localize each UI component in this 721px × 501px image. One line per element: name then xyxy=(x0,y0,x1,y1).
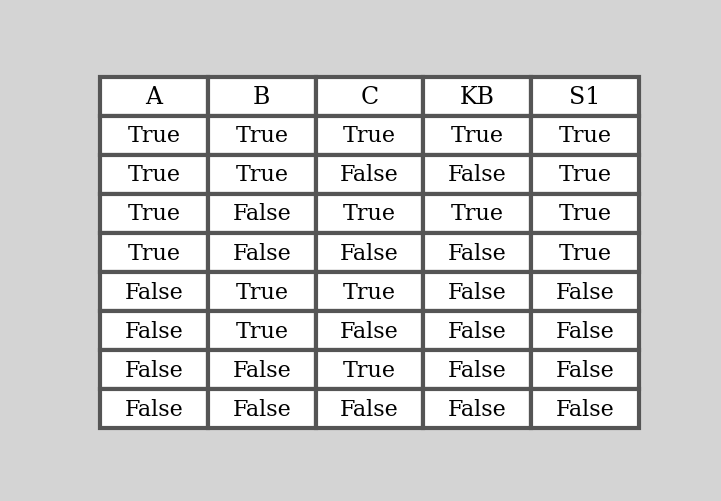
Text: True: True xyxy=(128,203,180,225)
Bar xyxy=(100,389,208,428)
Bar xyxy=(316,117,423,155)
Text: False: False xyxy=(125,398,183,420)
Bar xyxy=(531,273,639,312)
Text: False: False xyxy=(448,359,507,381)
Bar xyxy=(531,233,639,273)
Text: True: True xyxy=(128,164,180,186)
Bar xyxy=(208,194,316,233)
Bar xyxy=(531,117,639,155)
Bar xyxy=(423,155,531,194)
Text: False: False xyxy=(556,359,614,381)
Text: True: True xyxy=(128,125,180,147)
Bar xyxy=(531,312,639,351)
Text: False: False xyxy=(556,398,614,420)
Text: True: True xyxy=(559,242,611,264)
Bar xyxy=(316,78,423,117)
Text: False: False xyxy=(340,242,399,264)
Bar xyxy=(316,155,423,194)
Bar xyxy=(423,194,531,233)
Bar xyxy=(208,312,316,351)
Text: False: False xyxy=(125,320,183,342)
Bar xyxy=(423,78,531,117)
Bar xyxy=(208,351,316,389)
Bar xyxy=(316,273,423,312)
Text: False: False xyxy=(448,242,507,264)
Text: B: B xyxy=(253,86,270,108)
Bar xyxy=(208,233,316,273)
Bar xyxy=(531,78,639,117)
Bar xyxy=(316,351,423,389)
Bar xyxy=(208,273,316,312)
Text: True: True xyxy=(451,203,504,225)
Bar xyxy=(100,155,208,194)
Text: False: False xyxy=(448,398,507,420)
Bar xyxy=(316,194,423,233)
Text: True: True xyxy=(235,320,288,342)
Bar xyxy=(100,233,208,273)
Text: True: True xyxy=(235,164,288,186)
Text: True: True xyxy=(559,203,611,225)
Bar xyxy=(423,312,531,351)
Bar xyxy=(316,233,423,273)
Text: A: A xyxy=(146,86,162,108)
Bar xyxy=(208,117,316,155)
Text: False: False xyxy=(125,359,183,381)
Bar xyxy=(531,194,639,233)
Text: False: False xyxy=(448,281,507,303)
Bar xyxy=(423,117,531,155)
Text: True: True xyxy=(343,125,396,147)
Text: False: False xyxy=(340,398,399,420)
Text: True: True xyxy=(343,359,396,381)
Text: True: True xyxy=(451,125,504,147)
Bar xyxy=(316,312,423,351)
Bar xyxy=(423,389,531,428)
Bar xyxy=(100,273,208,312)
Text: False: False xyxy=(232,242,291,264)
Bar xyxy=(423,273,531,312)
Text: True: True xyxy=(343,281,396,303)
Text: False: False xyxy=(232,203,291,225)
Bar xyxy=(423,233,531,273)
Text: False: False xyxy=(125,281,183,303)
Text: False: False xyxy=(556,281,614,303)
Bar xyxy=(100,351,208,389)
Bar xyxy=(100,312,208,351)
Text: False: False xyxy=(556,320,614,342)
Text: True: True xyxy=(343,203,396,225)
Bar xyxy=(208,155,316,194)
Text: False: False xyxy=(232,398,291,420)
Text: True: True xyxy=(235,125,288,147)
Text: S1: S1 xyxy=(570,86,601,108)
Bar xyxy=(208,389,316,428)
Text: False: False xyxy=(340,164,399,186)
Text: False: False xyxy=(448,320,507,342)
Bar xyxy=(423,351,531,389)
Bar xyxy=(208,78,316,117)
Bar xyxy=(531,389,639,428)
Bar xyxy=(100,78,208,117)
Bar xyxy=(100,117,208,155)
Bar xyxy=(531,351,639,389)
Text: False: False xyxy=(232,359,291,381)
Text: False: False xyxy=(340,320,399,342)
Text: True: True xyxy=(128,242,180,264)
Text: True: True xyxy=(559,164,611,186)
Text: True: True xyxy=(559,125,611,147)
Text: False: False xyxy=(448,164,507,186)
Bar xyxy=(316,389,423,428)
Bar xyxy=(531,155,639,194)
Text: KB: KB xyxy=(460,86,495,108)
Bar xyxy=(100,194,208,233)
Text: True: True xyxy=(235,281,288,303)
Text: C: C xyxy=(360,86,379,108)
